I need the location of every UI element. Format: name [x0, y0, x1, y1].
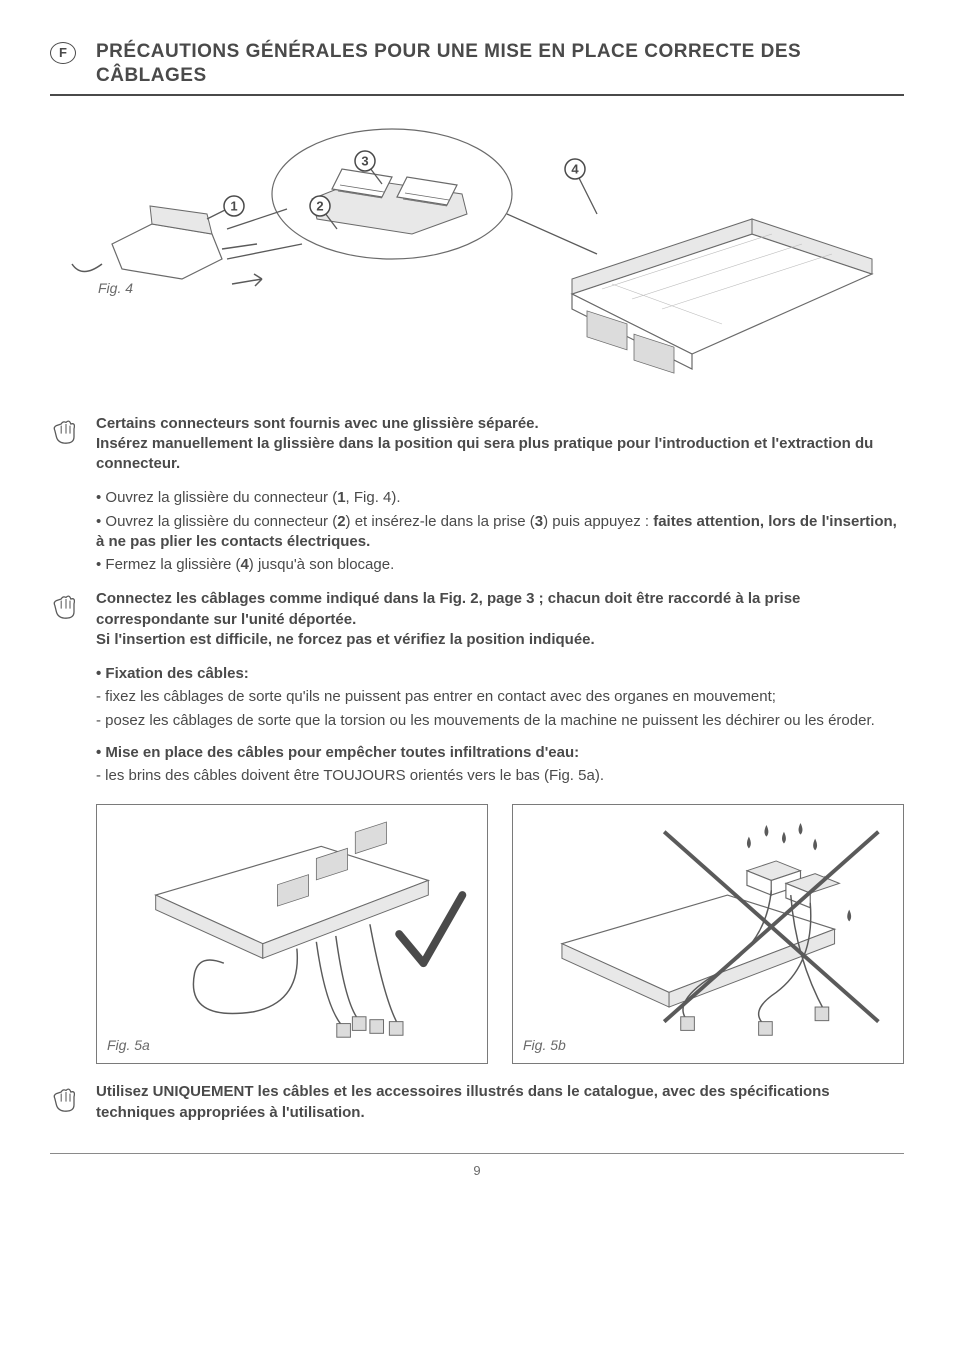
page-header: F PRÉCAUTIONS GÉNÉRALES POUR UNE MISE EN…: [50, 40, 904, 88]
figure-5-pair: Fig. 5a: [96, 804, 904, 1064]
callout-2: 2: [316, 198, 323, 213]
note-1-line-2: Insérez manuellement la glissière dans l…: [96, 435, 873, 472]
hand-point-icon: [50, 591, 82, 623]
page-number: 9: [50, 1153, 904, 1180]
callout-3: 3: [361, 153, 368, 168]
note-3-text: Utilisez UNIQUEMENT les câbles et les ac…: [96, 1082, 904, 1123]
step1-a: • Ouvrez la glissière du connecteur (: [96, 489, 337, 506]
step1-b: 1: [337, 489, 345, 506]
step2-c: ) et insérez-le dans la prise (: [346, 513, 535, 530]
step3-c: ) jusqu'à son blocage.: [249, 556, 394, 573]
note-2-line-1: Connectez les câblages comme indiqué dan…: [96, 590, 800, 627]
figure-5a: Fig. 5a: [96, 804, 488, 1064]
callout-4: 4: [571, 161, 579, 176]
page-title: PRÉCAUTIONS GÉNÉRALES POUR UNE MISE EN P…: [96, 40, 904, 88]
step2-a: • Ouvrez la glissière du connecteur (: [96, 513, 337, 530]
step2-d: 3: [535, 513, 543, 530]
figure-5b-caption: Fig. 5b: [523, 1036, 566, 1055]
figure-4-caption: Fig. 4: [98, 279, 133, 298]
step2-b: 2: [337, 513, 345, 530]
note-1: Certains connecteurs sont fournis avec u…: [50, 414, 904, 475]
step3-a: • Fermez la glissière (: [96, 556, 240, 573]
note-2-line-2: Si l'insertion est difficile, ne forcez …: [96, 631, 595, 648]
figure-5b: Fig. 5b: [512, 804, 904, 1064]
step2-e: ) puis appuyez :: [543, 513, 653, 530]
title-rule: [50, 94, 904, 96]
water-heading: • Mise en place des câbles pour empêcher…: [96, 743, 904, 763]
language-badge: F: [50, 42, 76, 64]
water-p1: - les brins des câbles doivent être TOUJ…: [96, 766, 904, 786]
note-2: Connectez les câblages comme indiqué dan…: [50, 589, 904, 650]
callout-1: 1: [230, 198, 237, 213]
note-3: Utilisez UNIQUEMENT les câbles et les ac…: [50, 1082, 904, 1123]
fixation-block: • Fixation des câbles: - fixez les câbla…: [96, 664, 904, 731]
figure-4: 1 2 3 4: [50, 114, 904, 394]
step1-c: , Fig. 4).: [346, 489, 401, 506]
fixation-p1: - fixez les câblages de sorte qu'ils ne …: [96, 687, 904, 707]
hand-point-icon: [50, 416, 82, 448]
figure-5a-caption: Fig. 5a: [107, 1036, 150, 1055]
hand-point-icon: [50, 1084, 82, 1116]
step3-b: 4: [240, 556, 248, 573]
steps-block: • Ouvrez la glissière du connecteur (1, …: [96, 488, 904, 575]
note-1-line-1: Certains connecteurs sont fournis avec u…: [96, 415, 539, 432]
fixation-heading: • Fixation des câbles:: [96, 664, 904, 684]
water-block: • Mise en place des câbles pour empêcher…: [96, 743, 904, 787]
fixation-p2: - posez les câblages de sorte que la tor…: [96, 711, 904, 731]
